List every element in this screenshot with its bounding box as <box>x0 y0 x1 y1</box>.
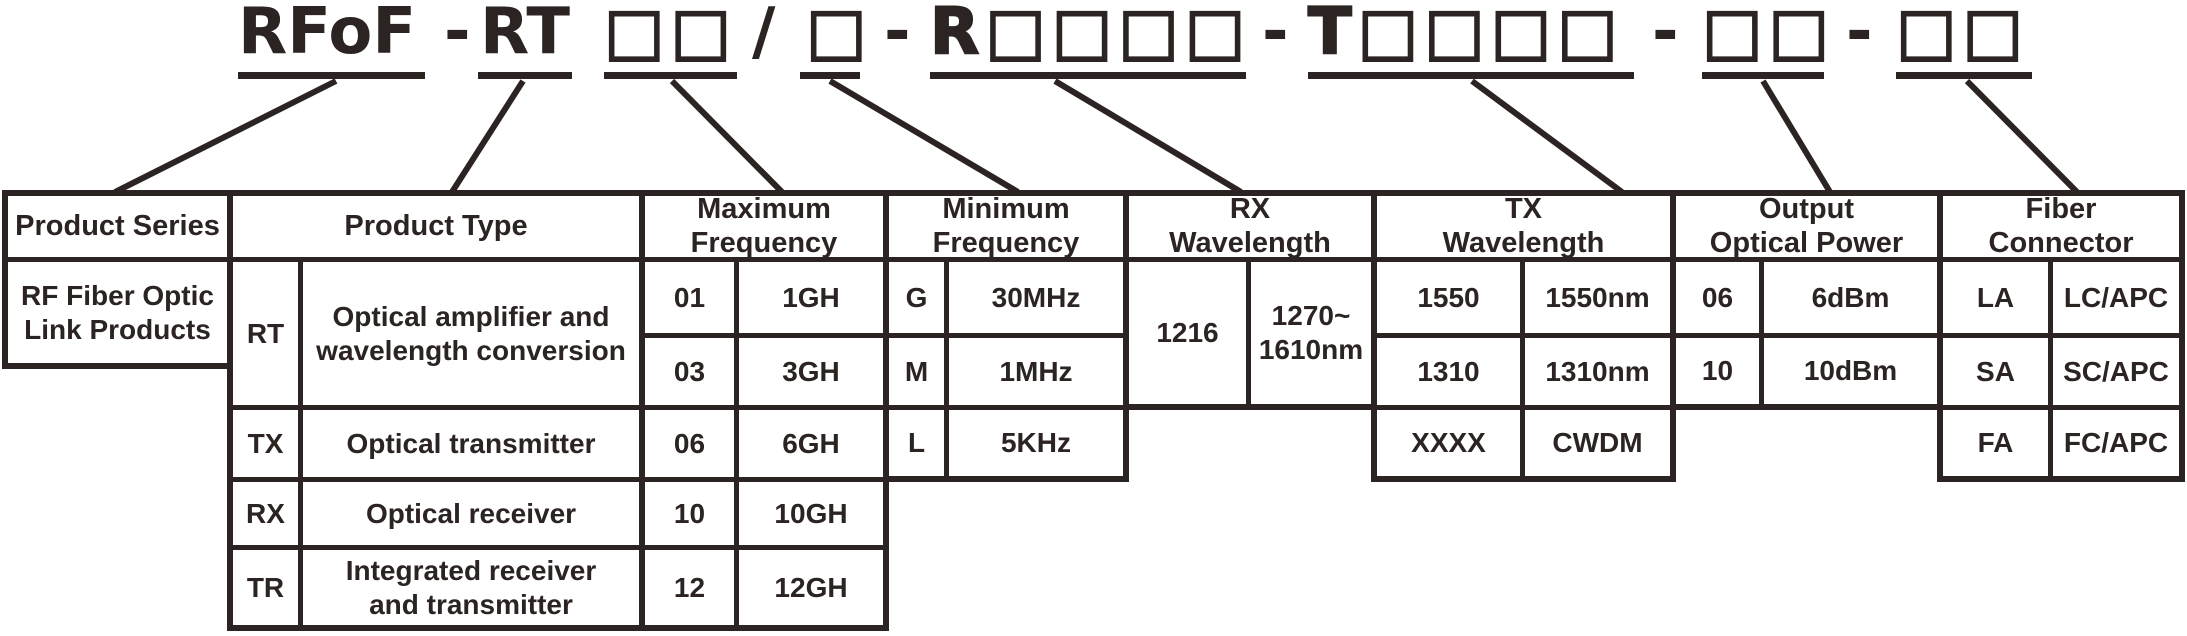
max-frequency-code: 06 <box>645 410 739 482</box>
column-rx-wavelength: RX Wavelength 1216 1270~ 1610nm <box>1123 190 1377 410</box>
product-series-header: Product Series <box>8 196 227 262</box>
title-underline <box>800 72 860 79</box>
min-frequency-code: L <box>889 410 949 476</box>
title-underline <box>604 72 737 79</box>
max-frequency-value: 10GH <box>739 482 883 550</box>
title-dash: - <box>444 0 471 69</box>
column-tx-wavelength: TX Wavelength 1550 1550nm 1310 1310nm XX… <box>1371 190 1676 482</box>
max-frequency-value: 12GH <box>774 571 848 603</box>
column-min-frequency: Minimum Frequency G 30MHz M 1MHz L 5KHz <box>883 190 1129 482</box>
min-frequency-header: Minimum Frequency <box>889 193 1123 262</box>
connector-line <box>113 78 338 195</box>
title-underline <box>1308 72 1634 79</box>
rx-wavelength-code: 1216 <box>1129 262 1251 404</box>
min-frequency-value: 5KHz <box>1000 427 1071 459</box>
product-type-code: TR <box>233 550 303 625</box>
max-frequency-code: 03 <box>645 338 739 410</box>
max-frequency-code: 10 <box>645 482 739 550</box>
min-frequency-value: 1MHz <box>949 338 1123 410</box>
output-power-header: Output Optical Power <box>1676 193 1937 262</box>
tx-wavelength-header: TX Wavelength <box>1377 193 1670 262</box>
connector-line <box>669 78 785 195</box>
title-underline <box>930 72 1246 79</box>
max-frequency-code: 12 <box>645 550 739 625</box>
title-segment-type: RT <box>480 0 571 69</box>
connector-line <box>1053 78 1243 195</box>
column-max-frequency: Maximum Frequency 01 1GH 03 3GH 06 6GH 1… <box>639 190 889 631</box>
title-segment-min-freq: □ <box>805 0 873 69</box>
min-frequency-code: G <box>889 262 949 338</box>
connector-line <box>1964 78 2080 195</box>
product-type-desc: Integrated receiver and transmitter <box>345 554 597 620</box>
fiber-connector-header: Fiber Connector <box>1943 193 2179 262</box>
fiber-connector-value: FC/APC <box>2063 427 2169 459</box>
fiber-connector-code: SA <box>1943 338 2053 410</box>
tx-wavelength-code: 1310 <box>1377 338 1525 410</box>
tx-wavelength-value: 1550nm <box>1525 262 1670 338</box>
fiber-connector-code: LA <box>1943 262 2053 338</box>
title-slash: / <box>752 0 776 69</box>
title-segment-connector: □□ <box>1895 0 2029 69</box>
max-frequency-code: 01 <box>645 262 739 338</box>
max-frequency-value: 3GH <box>739 338 883 410</box>
title-segment-tx-wavelength: T□□□□ <box>1307 0 1624 69</box>
title-underline <box>1702 72 1824 79</box>
product-type-desc: Optical transmitter <box>303 410 639 482</box>
title-segment-rx-wavelength: R□□□□ <box>929 0 1252 69</box>
tx-wavelength-value: 1310nm <box>1525 338 1670 410</box>
output-power-code: 06 <box>1676 262 1764 338</box>
output-power-code: 10 <box>1676 338 1764 404</box>
max-frequency-value: 6GH <box>739 410 883 482</box>
title-underline <box>238 72 425 79</box>
column-output-power: Output Optical Power 06 6dBm 10 10dBm <box>1670 190 1943 410</box>
connector-line <box>1760 79 1833 194</box>
title-underline <box>478 72 572 79</box>
column-product-series: Product Series RF Fiber Optic Link Produ… <box>2 190 233 369</box>
fiber-connector-value: SC/APC <box>2053 338 2179 410</box>
title-underline <box>1896 72 2032 79</box>
max-frequency-header: Maximum Frequency <box>645 193 883 262</box>
connector-line <box>449 79 526 194</box>
product-type-code: RX <box>233 482 303 550</box>
product-series-value: RF Fiber Optic Link Products <box>21 279 214 345</box>
min-frequency-value: 30MHz <box>949 262 1123 338</box>
title-segment-series: RFoF <box>238 0 417 69</box>
product-type-desc: Optical amplifier and wavelength convers… <box>303 262 639 410</box>
title-segment-output-power: □□ <box>1701 0 1835 69</box>
tx-wavelength-code: XXXX <box>1377 410 1525 476</box>
title-segment-max-freq: □□ <box>603 0 737 69</box>
column-product-type: Product Type RT Optical amplifier and wa… <box>227 190 645 631</box>
product-type-code: TX <box>233 410 303 482</box>
product-type-desc: Optical receiver <box>303 482 639 550</box>
product-type-header: Product Type <box>233 196 639 262</box>
tx-wavelength-code: 1550 <box>1377 262 1525 338</box>
min-frequency-code: M <box>889 338 949 410</box>
output-power-value: 10dBm <box>1803 355 1898 387</box>
output-power-value: 6dBm <box>1764 262 1937 338</box>
title-dash: - <box>884 0 911 69</box>
rx-wavelength-header: RX Wavelength <box>1129 193 1371 262</box>
product-type-code: RT <box>233 262 303 410</box>
fiber-connector-code: FA <box>1943 410 2053 476</box>
column-fiber-connector: Fiber Connector LA LC/APC SA SC/APC FA F… <box>1937 190 2185 482</box>
fiber-connector-value: LC/APC <box>2053 262 2179 338</box>
rx-wavelength-value: 1270~ 1610nm <box>1258 300 1364 365</box>
title-dash: - <box>1652 0 1679 69</box>
connector-line <box>1470 78 1624 195</box>
tx-wavelength-value: CWDM <box>1552 427 1643 459</box>
max-frequency-value: 1GH <box>739 262 883 338</box>
title-dash: - <box>1846 0 1873 69</box>
title-dash: - <box>1262 0 1289 69</box>
connector-line <box>828 78 1020 195</box>
